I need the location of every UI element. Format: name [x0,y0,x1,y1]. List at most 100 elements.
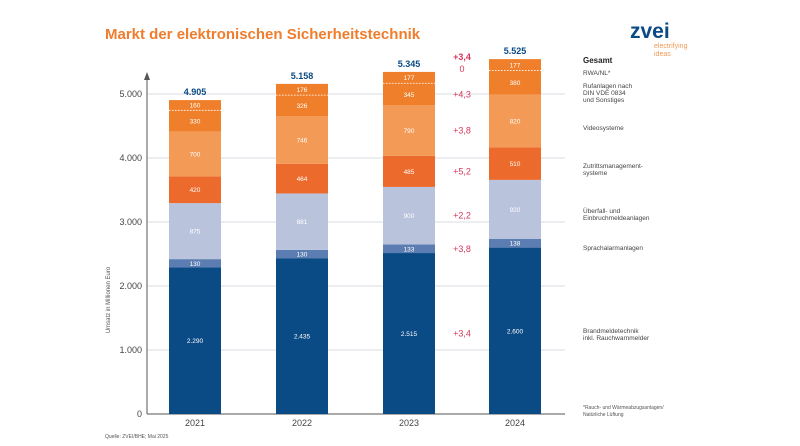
change-label: +5,2 [453,166,471,176]
bar-segment [489,94,541,148]
segment-label: 464 [297,176,308,183]
bar-segment [276,258,328,414]
bar-segment [383,83,435,106]
bar-segment [383,155,435,187]
bar-segment [489,70,541,95]
bar-segment [383,253,435,414]
segment-label: 2.600 [507,328,524,335]
legend-item: Videosysteme [583,125,624,132]
source-note: Quelle: ZVEI/BHE; Mai 2025 [105,434,169,440]
y-axis-arrow-icon [144,72,150,80]
logo-text: zvei [630,20,670,43]
segment-label: 2.515 [401,331,418,338]
segment-label: 900 [404,213,415,220]
total-label: 5.345 [398,59,421,69]
legend-item: Einbruchmeldeanlagen [583,215,650,222]
total-change-label: +3,4 [453,52,471,62]
change-label: +3,8 [453,126,471,136]
x-tick-label: 2023 [399,418,419,428]
y-tick-label: 3.000 [119,217,142,227]
x-tick-label: 2024 [505,418,525,428]
segment-label: 875 [190,229,201,236]
y-tick-label: 4.000 [119,153,142,163]
segment-label: 176 [297,87,308,94]
segment-label: 326 [297,103,308,110]
change-label: +2,2 [453,211,471,221]
segment-label: 2.290 [187,338,204,345]
segment-label: 138 [510,241,521,248]
bar-segment [276,249,328,259]
bar-segment [276,95,328,117]
segment-label: 130 [297,252,308,259]
bar-segment [489,238,541,248]
segment-label: 345 [404,92,415,99]
zvei-logo: zvei electrifying ideas [630,20,688,58]
y-tick-label: 5.000 [119,89,142,99]
legend-item: Zutrittsmanagement- [583,163,643,170]
bar-segment [383,186,435,245]
bar-segment [169,131,221,177]
total-label: 4.905 [184,87,207,97]
logo-tagline-1: electrifying [654,43,688,50]
bar-segment [169,259,221,268]
y-tick-label: 2.000 [119,281,142,291]
footnote-line-1: *Rauch- und Wärmeabzugsanlagen/ [583,405,664,411]
bar-segment [276,116,328,164]
change-label: +3,4 [453,329,471,339]
chart-title: Markt der elektronischen Sicherheitstech… [105,26,421,43]
segment-label: 133 [404,246,415,253]
y-tick-label: 0 [137,409,142,419]
change-label: +3,8 [453,244,471,254]
bar-segment [489,179,541,239]
logo-tagline-2: ideas [654,51,671,58]
legend-item: und Sonstiges [583,97,625,104]
legend-item: Überfall- und [583,207,621,215]
legend-item: Brandmeldetechnik [583,328,639,335]
segment-label: 130 [190,261,201,268]
segment-label: 2.435 [294,334,311,341]
change-label: +4,3 [453,89,471,99]
segment-label: 920 [510,207,521,214]
legend-item: systeme [583,170,608,177]
segment-label: 420 [190,187,201,194]
bar-segment [489,247,541,414]
segment-label: 700 [190,151,201,158]
segment-label: 160 [190,103,201,110]
bar-segment [169,176,221,204]
segment-label: 380 [510,80,521,87]
segment-label: 820 [510,119,521,126]
legend-item: Rufanlagen nach [583,83,633,90]
y-axis-label: Umsatz in Millionen Euro [106,266,112,333]
bar-segment [169,203,221,260]
bar-segment [489,59,541,71]
segment-label: 485 [404,169,415,176]
total-label: 5.525 [504,46,527,56]
legend-item: DIN VDE 0834 [583,90,626,97]
bar-segment [383,71,435,84]
legend-item: RWA/NL* [583,70,611,77]
bar-segment [489,147,541,180]
bar-segment [276,193,328,250]
segment-label: 330 [190,118,201,125]
segment-label: 881 [297,219,308,226]
total-label: 5.158 [291,71,314,81]
footnote-line-2: Natürliche Lüftung [583,412,624,418]
legend-item: inkl. Rauchwarnmelder [583,335,650,342]
legend-header: Gesamt [583,56,613,65]
bar-segment [169,110,221,132]
bar-segment [383,105,435,156]
bar-segment [276,83,328,96]
bar-segment [383,244,435,254]
x-tick-label: 2021 [185,418,205,428]
x-tick-label: 2022 [292,418,312,428]
bar-segment [276,163,328,194]
segment-label: 746 [297,137,308,144]
segment-label: 510 [510,161,521,168]
bar-segment [169,267,221,414]
segment-label: 177 [510,62,521,69]
change-label: 0 [459,64,464,74]
segment-label: 790 [404,128,415,135]
legend-item: Sprachalarmanlagen [583,245,643,252]
y-tick-label: 1.000 [119,345,142,355]
